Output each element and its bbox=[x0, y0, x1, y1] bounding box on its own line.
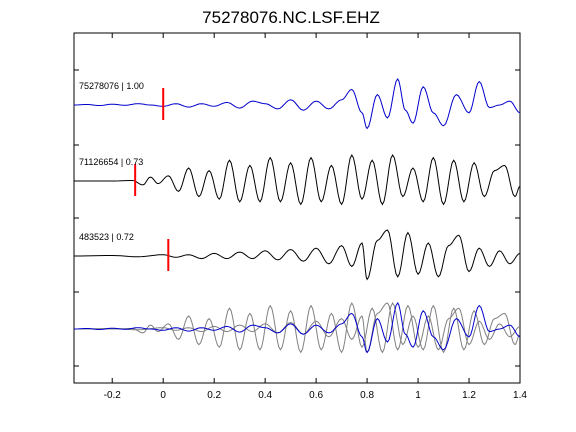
chart-title: 75278076.NC.LSF.EHZ bbox=[202, 8, 380, 27]
trace-label-2: 71126654 | 0.73 bbox=[79, 157, 143, 167]
x-tick-label: 0.6 bbox=[309, 390, 323, 401]
x-tick-label: 0 bbox=[160, 390, 166, 401]
trace-labels: 75278076 | 1.00 71126654 | 0.73 483523 | 0… bbox=[79, 81, 144, 242]
stacked-traces bbox=[74, 78, 521, 281]
x-tick-label: -0.2 bbox=[104, 390, 122, 401]
x-tick-label: 0.4 bbox=[258, 390, 272, 401]
trace-label-3: 483523 | 0.72 bbox=[79, 232, 134, 242]
x-tick-label: 1.4 bbox=[513, 390, 527, 401]
x-tick-label: 1.2 bbox=[462, 390, 476, 401]
x-tick-label: 1 bbox=[415, 390, 421, 401]
x-axis: -0.2 0 0.2 0.4 0.6 0.8 1 1.2 1.4 bbox=[104, 33, 527, 401]
pick-markers bbox=[134, 88, 170, 271]
x-tick-label: 0.8 bbox=[360, 390, 374, 401]
trace-line-1 bbox=[74, 78, 521, 130]
plot-frame bbox=[73, 32, 521, 384]
trace-line-2 bbox=[74, 153, 521, 206]
trace-line-3 bbox=[74, 229, 521, 281]
trace-label-1: 75278076 | 1.00 bbox=[79, 81, 144, 91]
overlay-trace-1 bbox=[74, 302, 521, 354]
overlay-traces bbox=[74, 301, 521, 354]
overlay-trace-3 bbox=[74, 302, 521, 354]
y-tick-marks bbox=[74, 69, 520, 367]
x-tick-label: 0.2 bbox=[207, 390, 221, 401]
